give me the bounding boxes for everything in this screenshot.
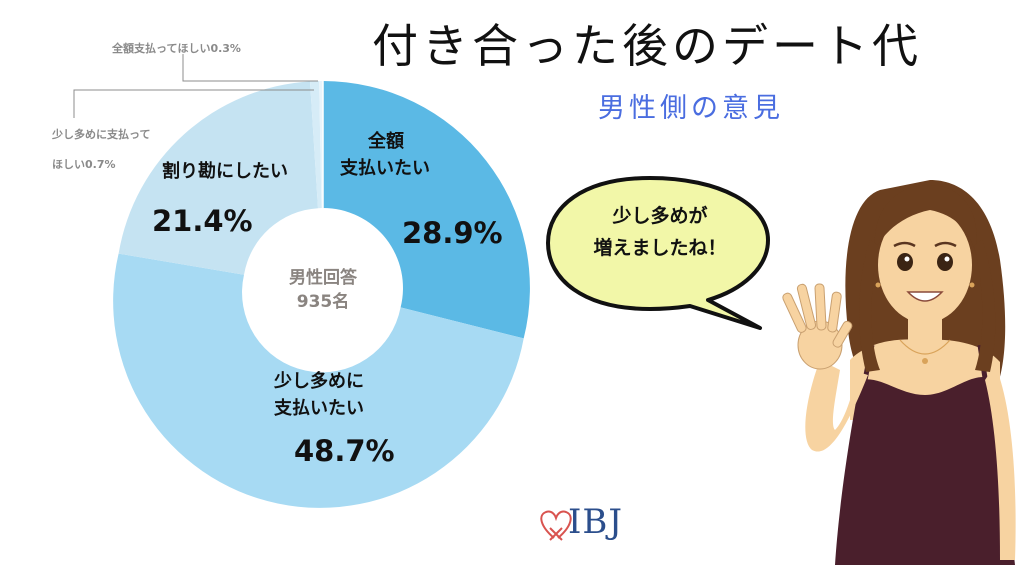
woman-illustration xyxy=(782,180,1016,565)
center-label-line1: 男性回答 xyxy=(289,268,357,288)
bubble-line2: 増えましたね！ xyxy=(593,237,727,259)
speech-bubble-text: 少し多めが 増えましたね！ xyxy=(560,200,760,264)
segment-pay-more xyxy=(113,253,524,508)
page-subtitle: 男性側の意見 xyxy=(598,93,784,124)
logo-text: IBJ xyxy=(568,502,624,542)
segment-split xyxy=(118,81,318,275)
callout-line-ask-full xyxy=(182,54,318,82)
page-title: 付き合った後のデート代 xyxy=(372,19,922,73)
callout-ask-more-line1: 少し多めに支払って xyxy=(52,128,151,141)
label-pay-full-line1: 全額 xyxy=(368,131,404,152)
ibj-logo: IBJ xyxy=(568,502,623,542)
callout-ask-more: 少し多めに支払って ほしい0.7% xyxy=(52,120,150,180)
callout-ask-full: 全額支払ってほしい0.3% xyxy=(112,42,241,55)
segment-ask-more xyxy=(310,81,322,209)
bubble-line1: 少し多めが xyxy=(612,205,708,227)
label-pay-more-line1: 少し多めに xyxy=(274,371,364,392)
callout-line-ask-more xyxy=(73,89,314,118)
speech-bubble xyxy=(546,176,770,330)
segment-pay-full xyxy=(323,81,530,339)
label-pay-more: 少し多めに 支払いたい xyxy=(274,368,364,422)
segment-ask-full xyxy=(319,80,323,208)
pct-pay-more: 48.7% xyxy=(294,434,395,468)
callout-ask-more-line2: ほしい0.7% xyxy=(52,158,116,171)
pct-split: 21.4% xyxy=(152,204,253,238)
label-pay-full-line2: 支払いたい xyxy=(340,158,430,179)
label-split: 割り勘にしたい xyxy=(162,161,288,182)
donut-center-label: 男性回答 935名 xyxy=(263,266,383,314)
label-pay-more-line2: 支払いたい xyxy=(274,398,364,419)
center-label-line2: 935名 xyxy=(296,292,350,312)
label-pay-full: 全額 支払いたい xyxy=(340,128,430,182)
pct-pay-full: 28.9% xyxy=(402,216,503,250)
heart-logo-icon xyxy=(540,510,572,541)
